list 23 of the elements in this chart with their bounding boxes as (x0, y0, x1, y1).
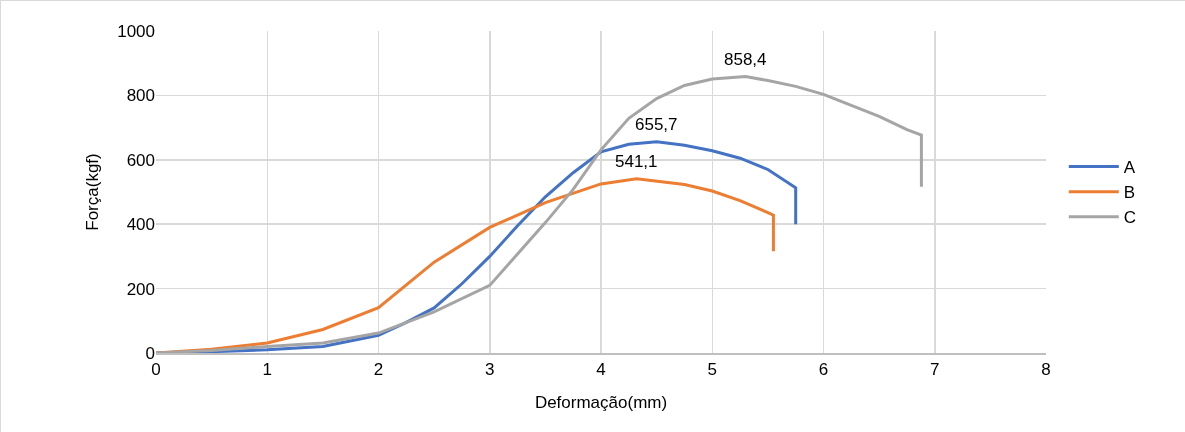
legend-label: A (1123, 158, 1136, 178)
x-tick-label: 6 (818, 359, 829, 379)
legend-label: C (1123, 208, 1137, 228)
x-tick-label: 5 (707, 359, 717, 379)
x-tick-label: 8 (1041, 359, 1051, 379)
annotation: 858,4 (724, 50, 767, 69)
annotation: 541,1 (615, 152, 658, 171)
x-tick-label: 4 (596, 359, 606, 379)
x-axis-title: Deformação(mm) (534, 393, 668, 413)
y-tick-label: 200 (126, 279, 155, 299)
x-tick-label: 1 (262, 359, 272, 379)
y-tick-label: 0 (145, 343, 155, 363)
annotation: 655,7 (635, 115, 678, 134)
y-tick-label: 1000 (117, 21, 155, 41)
x-tick-label: 2 (373, 359, 384, 379)
legend-label: B (1123, 183, 1136, 203)
y-tick-label: 600 (126, 150, 155, 170)
x-tick-label: 7 (930, 359, 940, 379)
y-tick-label: 400 (126, 215, 155, 235)
y-axis-title: Força(kgf) (82, 153, 102, 231)
y-tick-label: 800 (126, 86, 155, 106)
line-series (156, 75, 923, 353)
x-tick-label: 3 (485, 359, 495, 379)
